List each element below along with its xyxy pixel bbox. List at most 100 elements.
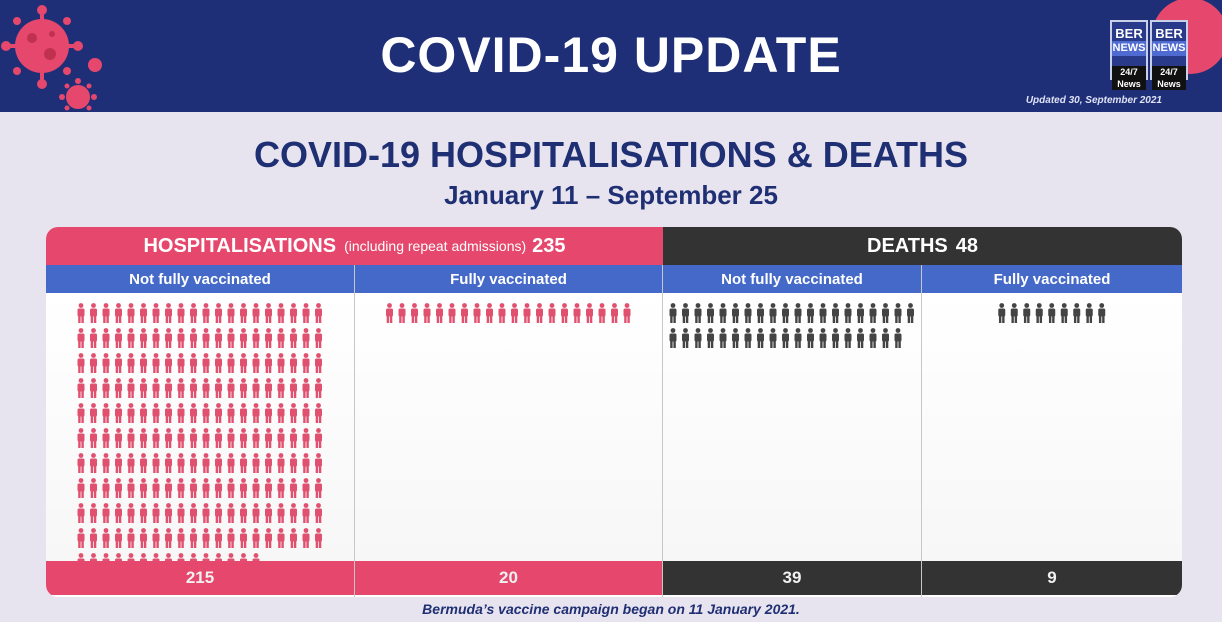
logo-text: BER	[1155, 26, 1183, 41]
person-icon	[140, 303, 147, 323]
person-icon	[115, 428, 122, 448]
person-icon	[177, 453, 185, 473]
person-icon	[90, 528, 97, 548]
person-icon	[252, 503, 260, 523]
person-icon	[1010, 303, 1018, 323]
person-icon	[277, 503, 285, 523]
person-icon	[140, 328, 147, 348]
deaths-header: DEATHS 48	[663, 227, 1182, 265]
footnote: Bermuda’s vaccine campaign began on 11 J…	[422, 601, 800, 617]
person-icon	[694, 328, 702, 348]
person-icon	[215, 378, 222, 398]
person-icon	[561, 303, 568, 323]
person-icon	[202, 378, 210, 398]
person-icon	[744, 328, 752, 348]
person-icon	[90, 478, 97, 498]
person-icon	[227, 353, 235, 373]
person-icon	[215, 403, 222, 423]
person-icon	[165, 303, 172, 323]
person-icon	[77, 328, 85, 348]
person-icon	[277, 453, 285, 473]
person-icon	[152, 353, 160, 373]
person-icon	[315, 453, 322, 473]
person-icon	[140, 428, 147, 448]
person-icon	[115, 503, 122, 523]
person-icon	[252, 403, 260, 423]
person-icon	[190, 353, 197, 373]
person-icon	[115, 378, 122, 398]
person-icon	[869, 303, 877, 323]
person-icon	[548, 303, 556, 323]
person-icon	[998, 303, 1006, 323]
page-title: COVID-19 UPDATE	[380, 27, 842, 83]
person-icon	[907, 303, 914, 323]
person-icon	[90, 303, 97, 323]
person-icon	[127, 353, 135, 373]
person-icon	[290, 403, 297, 423]
icon-canvas	[669, 303, 914, 348]
person-icon	[844, 328, 852, 348]
person-icon	[265, 303, 272, 323]
person-icon	[807, 303, 814, 323]
person-icon	[315, 378, 322, 398]
person-icon	[152, 403, 160, 423]
person-icon	[90, 453, 97, 473]
person-icon	[611, 303, 618, 323]
column-hosp-not-vaccinated: Not fully vaccinated 215	[46, 265, 355, 597]
column-header: Fully vaccinated	[355, 265, 662, 293]
person-icon	[227, 428, 235, 448]
person-icon	[240, 403, 247, 423]
person-icon	[448, 303, 456, 323]
person-icon	[202, 303, 210, 323]
logo-text: 24/7 News	[1112, 66, 1146, 90]
person-icon	[315, 478, 322, 498]
person-icon	[77, 353, 85, 373]
person-icon	[486, 303, 493, 323]
person-icon	[115, 403, 122, 423]
person-icon	[240, 378, 247, 398]
person-icon	[252, 553, 260, 561]
column-header: Fully vaccinated	[922, 265, 1182, 293]
person-icon	[77, 553, 85, 561]
person-icon	[190, 303, 197, 323]
person-icon	[177, 503, 185, 523]
person-icon	[315, 353, 322, 373]
person-icon	[302, 528, 310, 548]
person-icon	[115, 553, 122, 561]
person-icon	[290, 528, 297, 548]
person-icon	[1023, 303, 1031, 323]
person-icon	[127, 378, 135, 398]
person-icon	[215, 503, 222, 523]
person-icon	[315, 428, 322, 448]
icon-canvas	[998, 303, 1106, 323]
person-icon	[757, 328, 764, 348]
person-icon	[102, 428, 110, 448]
person-icon	[190, 528, 197, 548]
person-icon	[265, 328, 272, 348]
person-icon	[152, 303, 160, 323]
person-icon	[202, 403, 210, 423]
person-icon	[102, 453, 110, 473]
person-icon	[315, 403, 322, 423]
person-icon	[102, 328, 110, 348]
person-icon	[277, 403, 285, 423]
logo-text: NEWS	[1112, 41, 1146, 56]
person-icon	[77, 453, 85, 473]
person-icon	[90, 353, 97, 373]
person-icon	[102, 403, 110, 423]
person-icon	[1073, 303, 1081, 323]
person-icon	[190, 403, 197, 423]
person-icon	[190, 453, 197, 473]
column-header: Not fully vaccinated	[663, 265, 921, 293]
person-icon	[102, 303, 110, 323]
person-icon	[290, 328, 297, 348]
person-icon	[473, 303, 481, 323]
person-icon	[77, 403, 85, 423]
chart-subtitle: January 11 – September 25	[444, 180, 778, 210]
person-icon	[115, 528, 122, 548]
person-icon	[794, 303, 802, 323]
person-icon	[177, 378, 185, 398]
person-icon	[240, 528, 247, 548]
person-icon	[227, 553, 235, 561]
icon-grid	[922, 293, 1182, 561]
